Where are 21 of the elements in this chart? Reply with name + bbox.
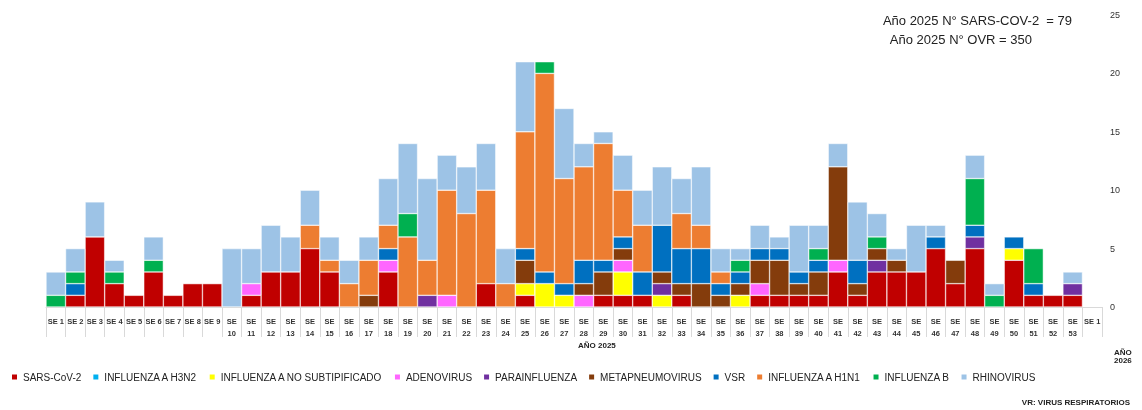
- text: AÑO 2025: [578, 340, 617, 350]
- legend-label: VSR: [724, 371, 746, 383]
- annotation: Año 2025 N° OVR = 350: [889, 32, 1033, 47]
- annotation: Año 2025 N° SARS-COV-2 = 79: [882, 13, 1073, 28]
- legend-label: INFLUENZA A H3N2: [104, 371, 197, 383]
- legend-label: INFLUENZA A NO SUBTIPIFICADO: [220, 371, 382, 383]
- legend-label: INFLUENZA A H1N1: [768, 371, 861, 383]
- legend-label: RHINOVIRUS: [972, 371, 1036, 383]
- y-tick-label: 10: [1110, 185, 1121, 196]
- text: AÑO 2026: [1114, 347, 1134, 365]
- legend-label: ADENOVIRUS: [405, 371, 473, 383]
- legend-label: PARAINFLUENZA: [495, 371, 578, 383]
- y-tick-label: 15: [1110, 126, 1121, 137]
- y-tick-label: 5: [1110, 243, 1116, 254]
- legend-label: METAPNEUMOVIRUS: [600, 371, 702, 383]
- legend-label: SARS-CoV-2: [23, 371, 82, 383]
- text: VR: VIRUS RESPIRATORIOS: [1021, 397, 1131, 407]
- y-tick-label: 20: [1110, 68, 1121, 79]
- y-tick-label: 0: [1110, 302, 1116, 312]
- legend-label: INFLUENZA B: [884, 371, 950, 383]
- y-tick-label: 25: [1110, 10, 1121, 20]
